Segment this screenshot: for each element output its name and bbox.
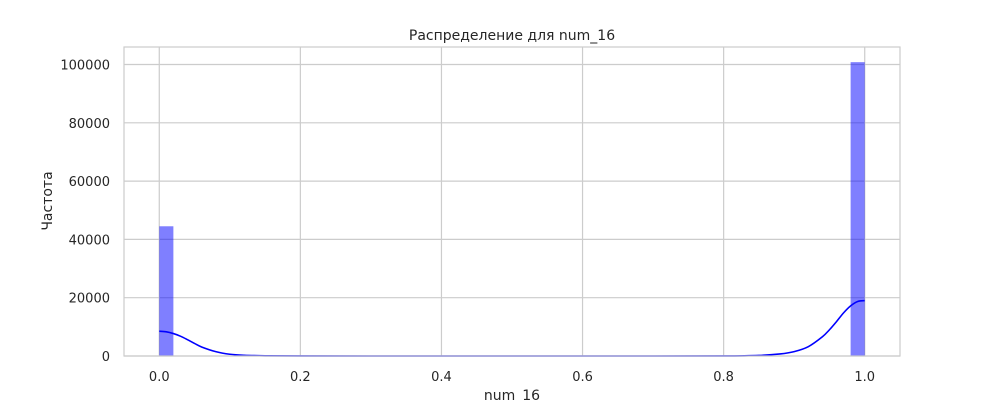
histogram-bars — [159, 62, 865, 357]
y-tick-label: 60000 — [69, 175, 110, 190]
histogram-bar — [159, 226, 174, 356]
x-tick-label: 0.6 — [572, 370, 593, 385]
y-tick-label: 80000 — [69, 117, 110, 132]
y-tick-label: 40000 — [69, 233, 110, 248]
plot-area — [124, 47, 900, 356]
y-tick-labels: 0 20000 40000 60000 80000 100000 — [60, 58, 110, 365]
x-tick-labels: 0.0 0.2 0.4 0.6 0.8 1.0 — [149, 370, 875, 385]
x-tick-label: 0.4 — [431, 370, 452, 385]
y-tick-label: 0 — [102, 350, 110, 365]
x-tick-label: 0.2 — [290, 370, 311, 385]
y-tick-label: 100000 — [60, 58, 110, 73]
y-axis-title: Частота — [40, 171, 56, 230]
x-axis-title: num_16 — [484, 388, 540, 400]
y-tick-label: 20000 — [69, 292, 110, 307]
x-tick-label: 0.0 — [149, 370, 170, 385]
histogram-bar — [850, 62, 865, 357]
plot-frame — [123, 46, 901, 357]
x-tick-label: 0.8 — [713, 370, 734, 385]
x-tick-label: 1.0 — [854, 370, 875, 385]
chart-title: Распределение для num_16 — [409, 28, 615, 44]
